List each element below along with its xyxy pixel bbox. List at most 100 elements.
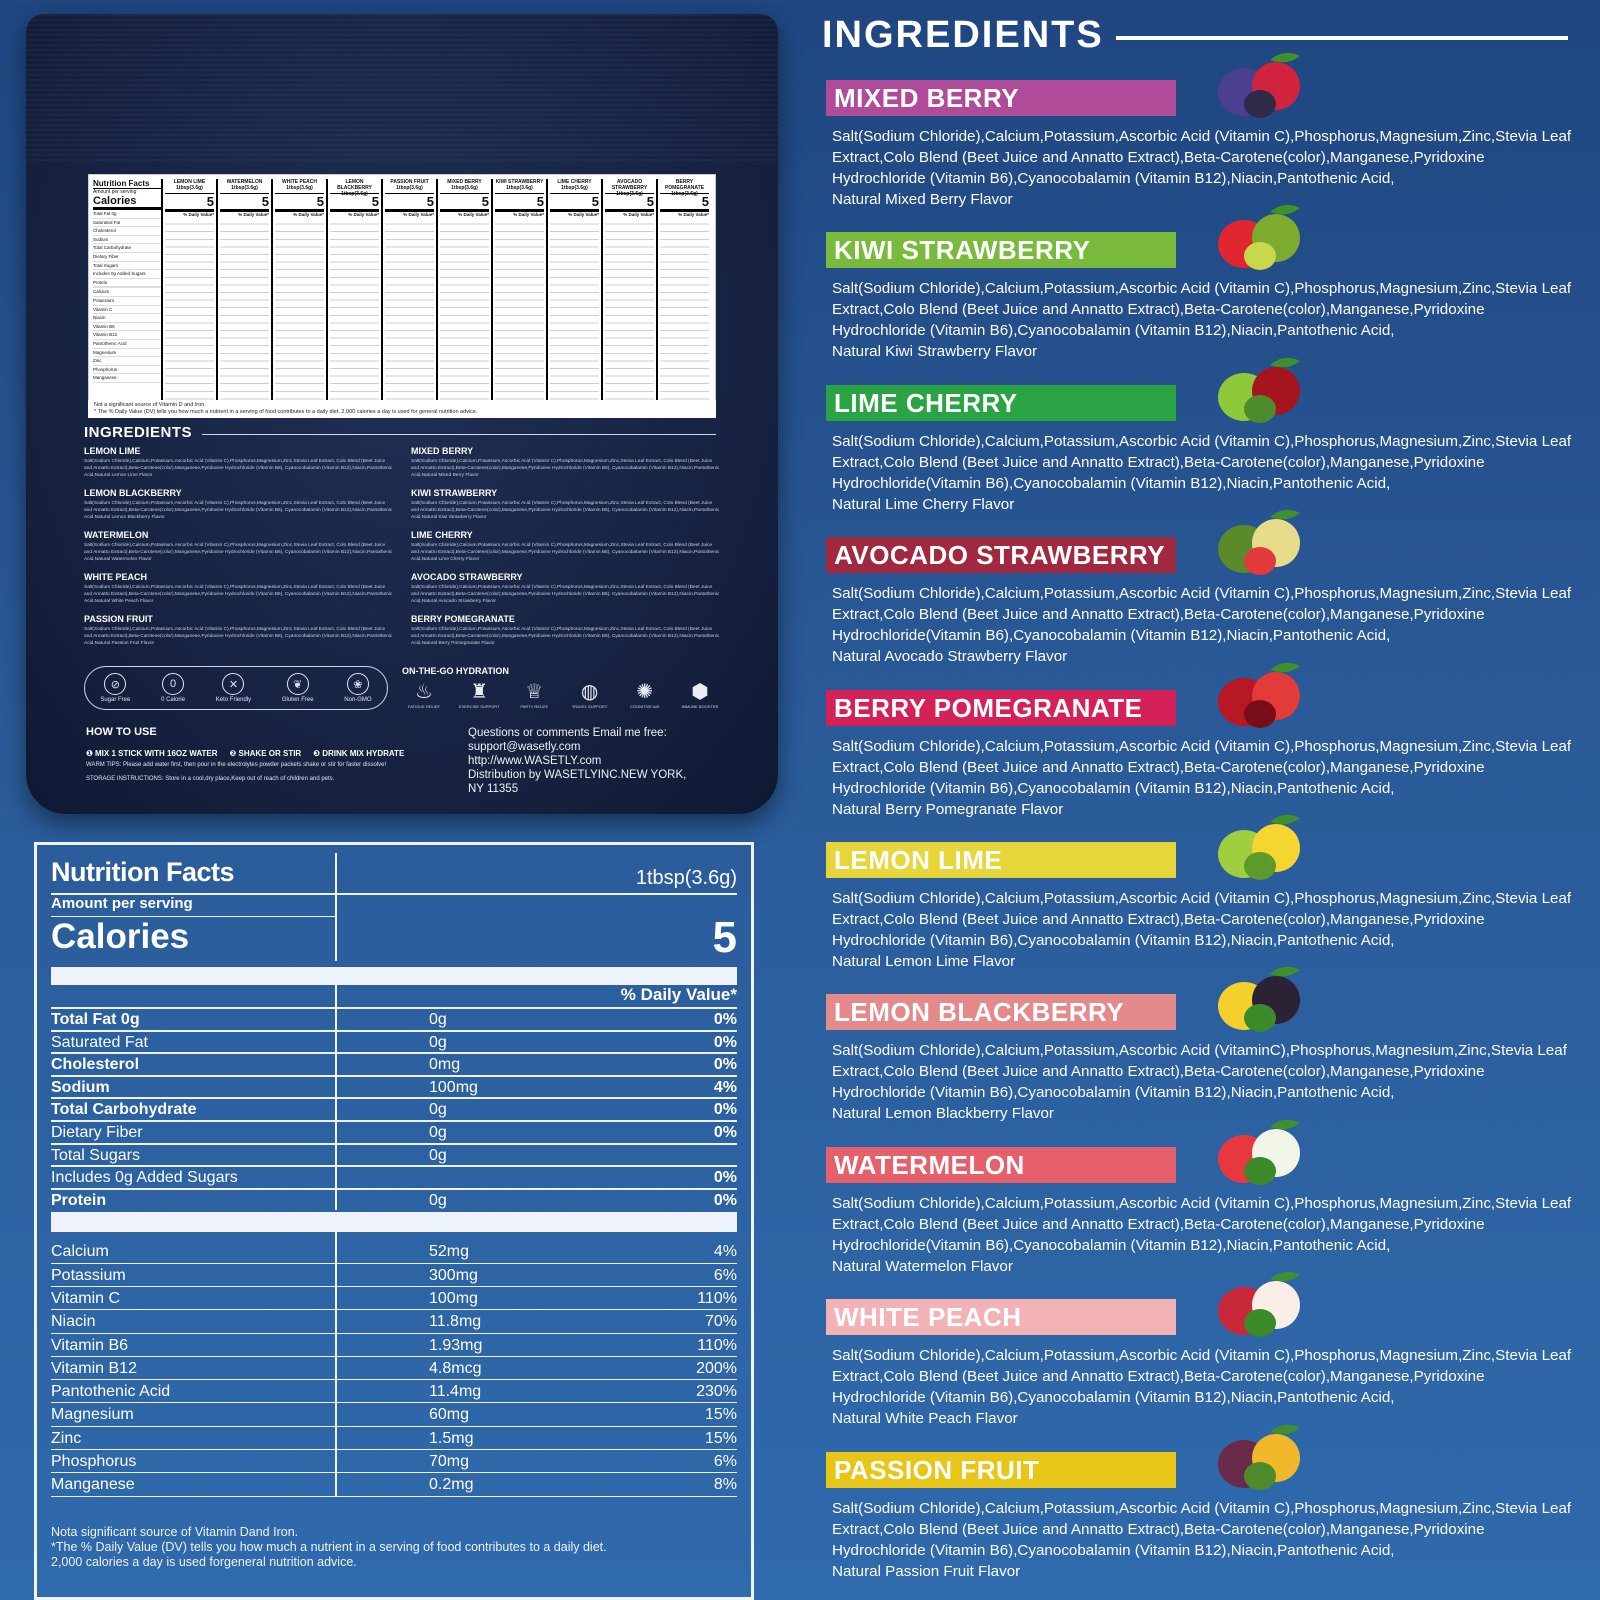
fruit-shape [1244,1004,1276,1033]
package-flavor-column: PASSION FRUIT 1tbsp(3.6g) 5% Daily Value* [381,179,436,413]
footnote-line-1: Nota significant source of Vitamin Dand … [51,1524,299,1539]
party-icon: ♕ [525,681,544,703]
package-row-label: Total Fat 0g [93,210,161,219]
contact-distribution: Distribution by WASETLYINC.NEW YORK, [468,769,687,781]
flavor-ingredients: Salt(Sodium Chloride),Calcium,Potassium,… [832,736,1580,820]
package-column-values [330,217,379,413]
kiwi-strawberry-icon [1218,205,1300,271]
package-column-name: WATERMELON 1tbsp(3.6g) [220,179,269,193]
gluten-free-icon: ❦ [286,673,309,695]
storage-instructions: STORAGE INSTRUCTIONS: Store in a cool,dr… [86,776,335,782]
flavor-mixed-berry: MIXED BERRY Salt(Sodium Chloride),Calcium… [826,52,1586,230]
daily-value-header: % Daily Value* [620,985,737,1004]
vitamin-amount: 1.5mg [429,1429,474,1447]
package-flavor-column: AVOCADO STRAWBERRY 1tbsp(3.6g) 5% Daily Va… [601,179,656,413]
lime-cherry-icon [1218,357,1300,423]
package-column-flavor: BERRY POMEGRANATE [664,179,705,191]
package-flavor-columns: LEMON LIME 1tbsp(3.6g) 5% Daily Value* WATE… [161,179,711,413]
package-ingredient-name: PASSION FRUIT [84,614,153,624]
vitamin-daily-value: 15% [704,1429,737,1447]
package-column-name: PASSION FRUIT 1tbsp(3.6g) [385,179,434,193]
vitamin-daily-value: 15% [704,1406,737,1424]
package-row-labels: Total Fat 0g Saturated Fat Cholesterol Sodi… [93,210,161,383]
badge-keto-friendly: ✕ Keto Friendly [216,673,251,703]
vitamin-label: Zinc [51,1426,337,1450]
otg-label: EXERCISE SUPPORT [458,704,500,709]
flavor-watermelon: WATERMELON Salt(Sodium Chloride),Calcium,… [826,1119,1586,1297]
nutrition-footnote: Nota significant source of Vitamin Dand … [51,1525,737,1570]
package-ingredient-text: Salt(Sodium Chloride),Calcium,Potassium,… [411,543,720,562]
vitamin-amount: 70mg [429,1453,470,1471]
package-ingredient-text: Salt(Sodium Chloride),Calcium,Potassium,… [84,459,393,478]
ingredients-title: INGREDIENTS [822,14,1104,56]
package-row-label: Calcium [93,288,161,297]
package-column-calories: 5 [495,193,544,212]
nutrient-row: Sodium 100mg 4% [51,1074,737,1098]
fruit-shape [1270,814,1300,825]
nutrient-daily-value: 0% [713,1056,737,1074]
vitamin-row: Vitamin B12 4.8mcg 200% [51,1356,737,1381]
package-row-label: Total Carbohydrate [93,244,161,253]
flavor-natural-flavor: Natural Kiwi Strawberry Flavor [832,343,1038,361]
how-to-use-steps: ❶ MIX 1 STICK WITH 16OZ WATER ❷ SHAKE OR… [86,749,404,758]
nutrition-thick-rule-2 [51,1212,737,1233]
package-column-name: BERRY POMEGRANATE 1tbsp(3.6g) [660,179,709,197]
package-flavor-column: LEMON BLACKBERRY 1tbsp(3.6g) 5% Daily Valu… [326,179,381,413]
vitamin-amount: 11.4mg [429,1383,482,1401]
vitamin-label: Vitamin C [51,1286,337,1310]
vitamin-row: Pantothenic Acid 11.4mg 230% [51,1380,737,1404]
package-column-dv: % Daily Value* [348,212,379,217]
footnote-line-3: 2,000 calories a day is used forgeneral … [51,1554,357,1569]
package-column-dv: % Daily Value* [513,212,544,217]
fruit-shape [1244,547,1276,576]
package-column-dv: % Daily Value* [183,212,214,217]
fruit-shape [1270,967,1300,977]
package-row-label [93,287,161,289]
package-column-values [440,217,489,413]
vitamin-amount: 52mg [429,1243,470,1261]
vitamin-amount: 1.93mg [429,1336,483,1354]
package-column-flavor: PASSION FRUIT [390,179,429,185]
flavor-ingredients: Salt(Sodium Chloride),Calcium,Potassium,… [832,888,1580,972]
package-row-label: Phosphorus [93,366,161,375]
package-flavor-column: WHITE PEACH 1tbsp(3.6g) 5% Daily Value* [271,179,326,413]
flavor-banner: KIWI STRAWBERRY [826,232,1176,269]
vitamin-row: Potassium 300mg 6% [51,1263,737,1287]
package-column-values [220,217,269,413]
vitamin-label: Phosphorus [51,1450,337,1473]
package-column-dv: % Daily Value* [678,212,709,217]
contact-info: Questions or comments Email me free: sup… [468,726,708,796]
flavor-banner: LEMON BLACKBERRY [826,994,1176,1031]
keto-icon: ✕ [222,673,245,695]
non-gmo-icon: ❀ [346,673,369,695]
otg-item: ✺ COGNITIVE AID [623,680,667,709]
fruit-shape [1270,509,1300,520]
package-row-label: Zinc [93,357,161,366]
package-column-calories: 5 [220,193,269,212]
flavor-lemon-lime: LEMON LIME Salt(Sodium Chloride),Calcium,… [826,814,1586,992]
vitamin-amount: 4.8mcg [429,1359,482,1377]
flavor-banner: LIME CHERRY [826,384,1176,421]
package-row-label: Protein [93,279,161,288]
package-ingredients-left: LEMON LIME Salt(Sodium Chloride),Calcium,… [84,446,393,656]
package-column-flavor: LEMON BLACKBERRY [337,179,372,191]
step-3: ❸ DRINK MIX HYDRATE [313,749,405,758]
vitamin-label: Calcium [51,1240,337,1263]
flavor-passion-fruit: PASSION FRUIT Salt(Sodium Chloride),Calci… [826,1424,1586,1600]
fruit-shape [1244,852,1276,880]
flavor-avocado-strawberry: AVOCADO STRAWBERRY Salt(Sodium Chloride),… [826,509,1586,687]
otg-item: ♜ EXERCISE SUPPORT [457,680,501,709]
flavor-ingredient-list: Salt(Sodium Chloride),Calcium,Potassium,… [832,1499,1572,1559]
package-ingredient-item: WHITE PEACH Salt(Sodium Chloride),Calcium… [84,572,393,614]
nutrient-label: Saturated Fat [51,1031,337,1053]
step-2: ❷ SHAKE OR STIR [229,749,302,758]
fruit-shape [1270,1119,1300,1130]
flavor-ingredients: Salt(Sodium Chloride),Calcium,Potassium,… [832,1193,1580,1277]
contact-line: Questions or comments Email me free: [468,727,667,739]
vitamin-rows: Calcium 52mg 4% Potassium 300mg 6% Vitamin C 10… [51,1240,737,1497]
package-nutrition-labels: Nutrition Facts Amount per serving Calor… [93,179,161,413]
nutrient-amount: 0g [429,1033,447,1051]
package-nutrition-title: Nutrition Facts [93,179,150,188]
package-column-serving: 1tbsp(3.6g) [286,185,313,191]
flavor-banner: BERRY POMEGRANATE [826,689,1176,726]
